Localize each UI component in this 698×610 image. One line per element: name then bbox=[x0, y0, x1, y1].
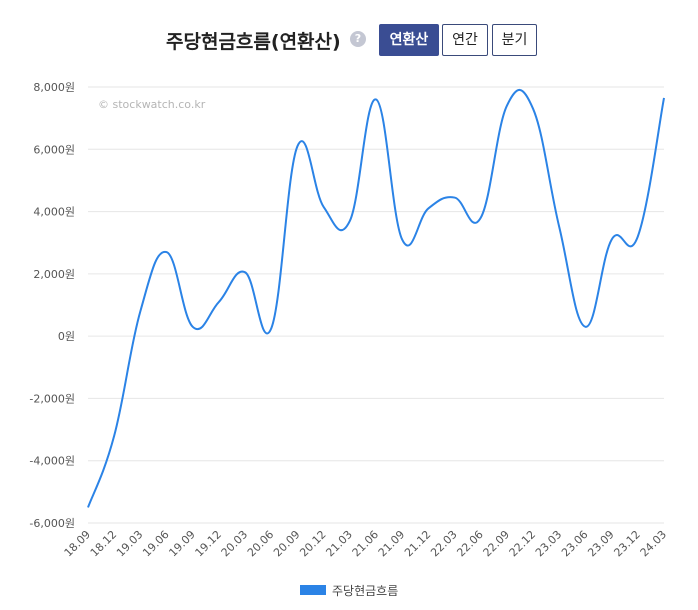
legend-swatch bbox=[300, 585, 326, 595]
data-point bbox=[478, 215, 484, 221]
data-point bbox=[530, 106, 536, 112]
y-tick-label: 0원 bbox=[58, 330, 75, 343]
data-point bbox=[268, 325, 274, 331]
x-tick-label: 21.09 bbox=[376, 528, 407, 559]
watermark: © stockwatch.co.kr bbox=[98, 98, 206, 111]
x-tick-label: 23.12 bbox=[611, 528, 642, 559]
legend-label: 주당현금흐름 bbox=[332, 584, 399, 598]
x-tick-label: 23.06 bbox=[559, 528, 590, 559]
help-icon[interactable]: ? bbox=[350, 31, 366, 47]
chart-title: 주당현금흐름(연환산) bbox=[166, 31, 341, 53]
data-point bbox=[661, 95, 667, 101]
data-point bbox=[294, 143, 300, 149]
y-tick-label: 6,000원 bbox=[33, 143, 75, 156]
x-tick-label: 19.12 bbox=[193, 528, 224, 559]
data-point bbox=[373, 96, 379, 102]
annual-button[interactable]: 연간 bbox=[442, 24, 488, 56]
data-point bbox=[635, 233, 641, 239]
x-tick-label: 19.06 bbox=[140, 528, 171, 559]
x-tick-label: 22.09 bbox=[481, 528, 512, 559]
x-tick-label: 18.12 bbox=[88, 528, 119, 559]
data-point bbox=[164, 249, 170, 255]
x-tick-label: 20.12 bbox=[297, 528, 328, 559]
data-point bbox=[216, 299, 222, 305]
x-tick-label: 22.12 bbox=[507, 528, 538, 559]
x-tick-label: 20.03 bbox=[219, 528, 250, 559]
x-tick-label: 19.03 bbox=[114, 528, 145, 559]
x-tick-label: 23.03 bbox=[533, 528, 564, 559]
y-tick-label: -6,000원 bbox=[29, 517, 75, 530]
data-point bbox=[556, 224, 562, 230]
data-point bbox=[582, 324, 588, 330]
data-point bbox=[137, 308, 143, 314]
data-point bbox=[242, 269, 248, 275]
x-tick-label: 22.06 bbox=[454, 528, 485, 559]
x-tick-label: 20.06 bbox=[245, 528, 276, 559]
x-tick-label: 21.12 bbox=[402, 528, 433, 559]
chart-header: 주당현금흐름(연환산) ? 연환산 연간 분기 bbox=[0, 20, 698, 60]
data-point bbox=[399, 237, 405, 243]
y-tick-label: 2,000원 bbox=[33, 268, 75, 281]
y-tick-label: -4,000원 bbox=[29, 455, 75, 468]
data-point bbox=[425, 205, 431, 211]
x-tick-label: 19.09 bbox=[166, 528, 197, 559]
data-point bbox=[190, 324, 196, 330]
x-tick-label: 23.09 bbox=[585, 528, 616, 559]
annualized-button[interactable]: 연환산 bbox=[379, 24, 439, 56]
data-point bbox=[321, 204, 327, 210]
y-tick-label: 8,000원 bbox=[33, 81, 75, 94]
data-point bbox=[504, 103, 510, 109]
x-tick-label: 24.03 bbox=[638, 528, 669, 559]
x-tick-label: 20.09 bbox=[271, 528, 302, 559]
x-tick-label: 21.06 bbox=[350, 528, 381, 559]
quarterly-button[interactable]: 분기 bbox=[492, 24, 537, 56]
data-point bbox=[111, 433, 117, 439]
series-line bbox=[87, 88, 665, 508]
data-point bbox=[347, 218, 353, 224]
y-tick-label: 4,000원 bbox=[33, 206, 75, 219]
data-point bbox=[609, 237, 615, 243]
x-tick-label: 22.03 bbox=[428, 528, 459, 559]
y-tick-label: -2,000원 bbox=[29, 392, 75, 405]
x-tick-label: 21.03 bbox=[323, 528, 354, 559]
data-point bbox=[85, 504, 91, 510]
x-tick-label: 18.09 bbox=[62, 528, 93, 559]
data-point bbox=[452, 195, 458, 201]
